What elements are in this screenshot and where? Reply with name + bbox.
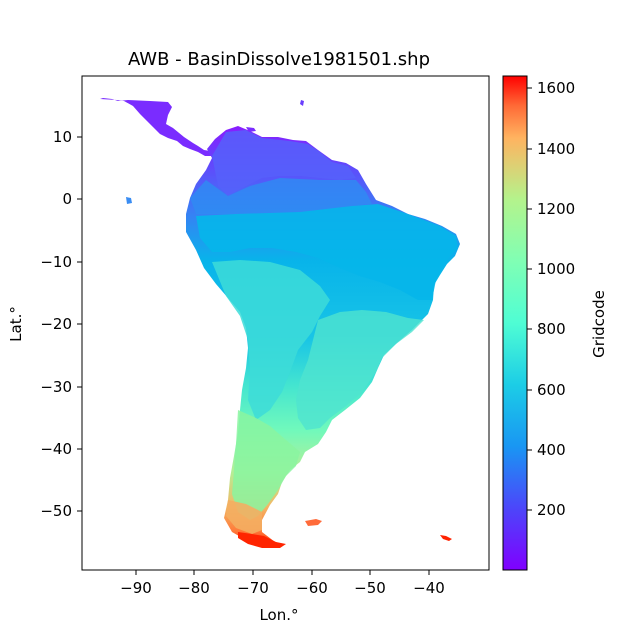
x-tick-label: −90 (120, 579, 152, 597)
plot-title: AWB - BasinDissolve1981501.shp (128, 49, 430, 70)
y-tick-label: −40 (40, 440, 72, 458)
x-tick-label: −80 (178, 579, 210, 597)
patagonia-band (226, 500, 262, 534)
x-tick-label: −50 (354, 579, 386, 597)
eastern-band (296, 310, 424, 430)
y-tick-label: −50 (40, 502, 72, 520)
amazon-band (196, 204, 458, 300)
y-axis-title: Lat.° (7, 306, 25, 342)
colorbar-tick-label: 1600 (537, 79, 575, 97)
northern-basin-band (212, 130, 356, 196)
galapagos-island (126, 197, 132, 204)
south-georgia-island (440, 535, 452, 541)
basin-map (100, 98, 460, 548)
central-america-region (100, 98, 212, 156)
colorbar-tick-label: 200 (537, 501, 566, 519)
x-tick-label: −70 (237, 579, 269, 597)
colorbar: 200 400 600 800 1000 1200 1400 1600 Grid… (502, 75, 608, 571)
tierra-del-fuego (238, 532, 286, 548)
y-tick-label: −20 (40, 315, 72, 333)
parana-band (212, 260, 330, 420)
colorbar-title: Gridcode (590, 290, 608, 358)
falkland-islands (305, 519, 322, 526)
colorbar-tick-label: 1000 (537, 260, 575, 278)
x-tick-label: −60 (296, 579, 328, 597)
colorbar-tick-label: 1400 (537, 140, 575, 158)
y-tick-label: 10 (53, 128, 72, 146)
y-tick-label: −10 (40, 253, 72, 271)
x-tick-label: −40 (413, 579, 445, 597)
colorbar-tick-label: 1200 (537, 200, 575, 218)
caribbean-islets (246, 127, 256, 132)
y-tick-label: −30 (40, 378, 72, 396)
southern-band (232, 410, 300, 520)
colorbar-tick-label: 400 (537, 441, 566, 459)
x-axis-title: Lon.° (259, 606, 298, 624)
colorbar-gradient (502, 75, 528, 571)
y-tick-label: 0 (62, 190, 72, 208)
colorbar-tick-label: 800 (537, 320, 566, 338)
plot-frame (81, 75, 490, 571)
orinoco-band (190, 178, 372, 214)
x-axis: −90 −80 −70 −60 −50 −40 Lon.° (120, 570, 445, 624)
colorbar-tick-label: 600 (537, 381, 566, 399)
y-axis: 10 0 −10 −20 −30 −40 −50 Lat.° (7, 128, 82, 520)
caribbean-island (300, 100, 304, 106)
